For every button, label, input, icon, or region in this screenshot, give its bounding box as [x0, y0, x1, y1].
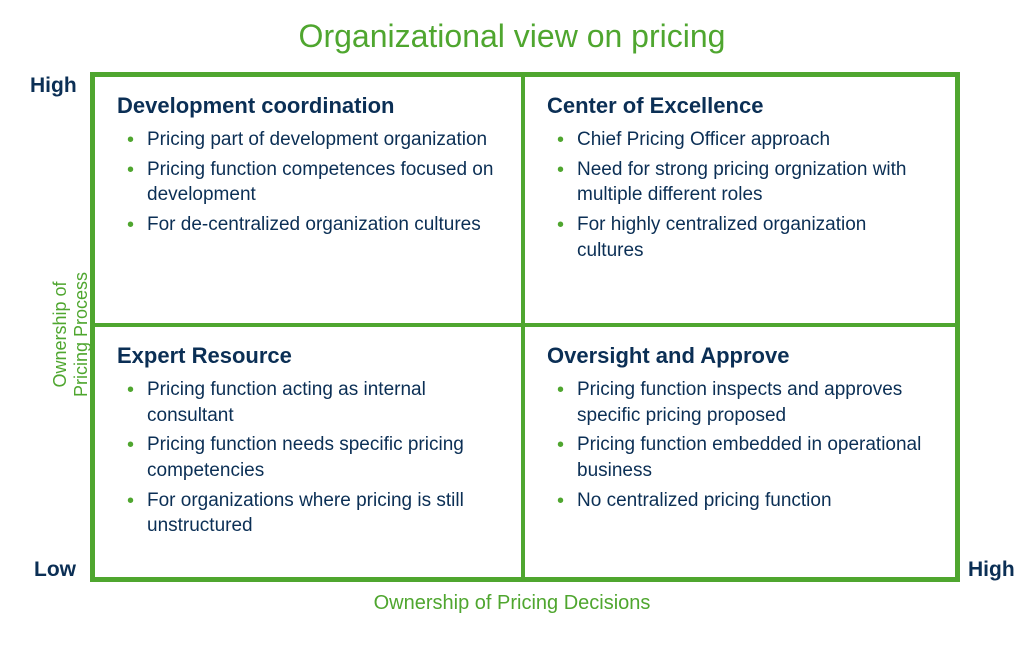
bullet-item: Chief Pricing Officer approach — [553, 127, 933, 153]
bullet-item: Pricing function acting as internal cons… — [123, 377, 499, 428]
chart-title: Organizational view on pricing — [0, 0, 1024, 63]
bullet-item: Pricing function inspects and approves s… — [553, 377, 933, 428]
bullet-item: For de-centralized organization cultures — [123, 212, 499, 238]
bullet-item: For organizations where pricing is still… — [123, 488, 499, 539]
quadrant-bullets: Pricing function acting as internal cons… — [117, 377, 499, 539]
quadrant-bullets: Pricing function inspects and approves s… — [547, 377, 933, 513]
quadrant-matrix: Development coordination Pricing part of… — [90, 72, 960, 582]
bullet-item: Pricing function embedded in operational… — [553, 432, 933, 483]
bullet-item: Pricing function competences focused on … — [123, 157, 499, 208]
bullet-item: Pricing function needs specific pricing … — [123, 432, 499, 483]
bullet-item: Pricing part of development organization — [123, 127, 499, 153]
quadrant-top-left: Development coordination Pricing part of… — [95, 77, 525, 327]
bullet-item: For highly centralized organization cult… — [553, 212, 933, 263]
quadrant-title: Development coordination — [117, 93, 499, 119]
quadrant-title: Oversight and Approve — [547, 343, 933, 369]
quadrant-bottom-left: Expert Resource Pricing function acting … — [95, 327, 525, 577]
y-axis-low-label: Low — [34, 558, 76, 582]
quadrant-bottom-right: Oversight and Approve Pricing function i… — [525, 327, 955, 577]
bullet-item: No centralized pricing function — [553, 488, 933, 514]
quadrant-title: Expert Resource — [117, 343, 499, 369]
quadrant-title: Center of Excellence — [547, 93, 933, 119]
x-axis-high-label: High — [968, 558, 1015, 582]
quadrant-bullets: Chief Pricing Officer approach Need for s… — [547, 127, 933, 263]
y-axis-high-label: High — [30, 74, 77, 98]
x-axis-label: Ownership of Pricing Decisions — [0, 592, 1024, 615]
quadrant-bullets: Pricing part of development organization… — [117, 127, 499, 238]
quadrant-top-right: Center of Excellence Chief Pricing Offic… — [525, 77, 955, 327]
bullet-item: Need for strong pricing orgnization with… — [553, 157, 933, 208]
y-axis-label: Ownership of Pricing Process — [50, 272, 92, 397]
